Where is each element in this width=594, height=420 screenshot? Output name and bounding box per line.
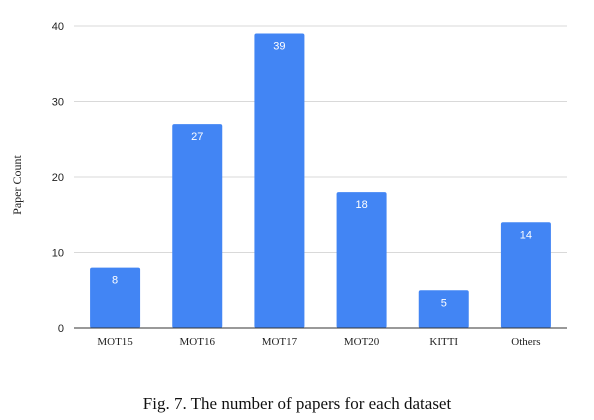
x-tick-label: MOT20 [344, 336, 380, 348]
y-tick-label: 0 [58, 323, 64, 335]
data-label: 18 [355, 199, 367, 211]
bar-chart: 8 27 39 18 5 14 0 10 20 30 40 MOT15 MOT16 MOT17 MOT20… [10, 21, 567, 348]
bars [90, 33, 551, 329]
y-tick-label: 40 [52, 21, 64, 33]
y-tick-label: 20 [52, 172, 64, 184]
bar [172, 124, 223, 329]
bar [90, 267, 141, 328]
x-tick-label: MOT15 [97, 336, 133, 348]
y-tick-label: 30 [52, 97, 64, 109]
data-label: 5 [441, 297, 447, 309]
x-tick-label: KITTI [429, 336, 458, 348]
axes: 0 10 20 30 40 MOT15 MOT16 MOT17 MOT20 KITTI Others [52, 21, 567, 348]
bar [254, 33, 305, 329]
data-label: 27 [191, 131, 203, 143]
y-tick-label: 10 [52, 248, 64, 260]
bar [500, 222, 551, 328]
x-tick-label: MOT17 [262, 336, 298, 348]
data-labels: 8 27 39 18 5 14 [112, 41, 532, 310]
y-axis-title: Paper Count [10, 155, 24, 215]
gridlines [74, 25, 567, 253]
x-tick-label: MOT16 [180, 336, 216, 348]
bar [418, 290, 469, 328]
bar [336, 192, 387, 328]
data-label: 8 [112, 275, 118, 287]
data-label: 14 [520, 229, 532, 241]
data-label: 39 [273, 41, 285, 53]
figure-caption: Fig. 7. The number of papers for each da… [142, 394, 452, 413]
x-tick-label: Others [511, 336, 540, 348]
